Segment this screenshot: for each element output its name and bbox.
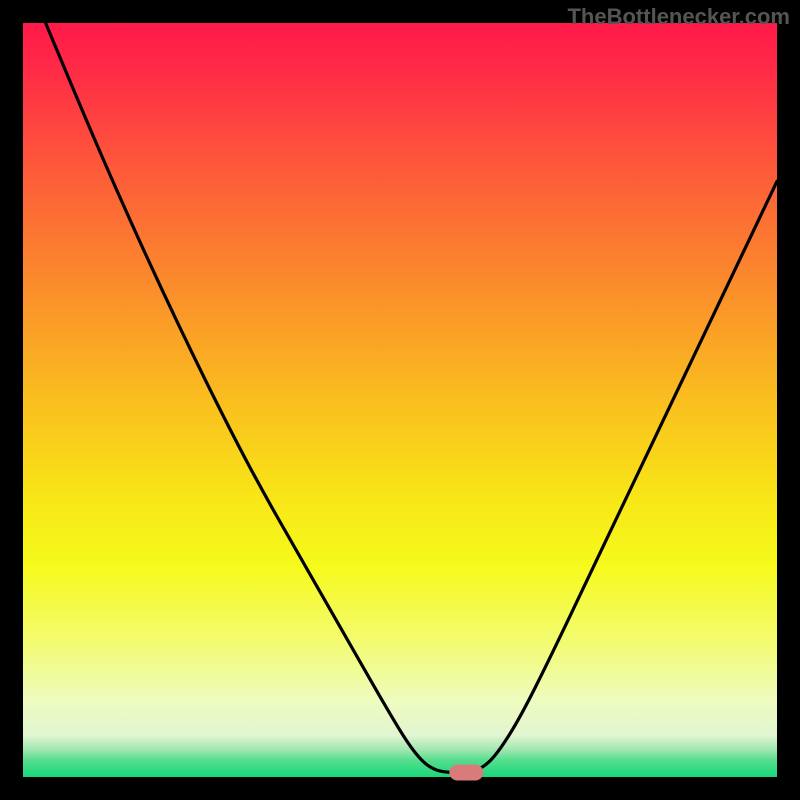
optimal-marker — [449, 764, 483, 780]
watermark-text: TheBottlenecker.com — [567, 4, 790, 30]
bottleneck-chart: TheBottlenecker.com — [0, 0, 800, 800]
chart-svg — [0, 0, 800, 800]
chart-plot-background — [23, 23, 777, 777]
